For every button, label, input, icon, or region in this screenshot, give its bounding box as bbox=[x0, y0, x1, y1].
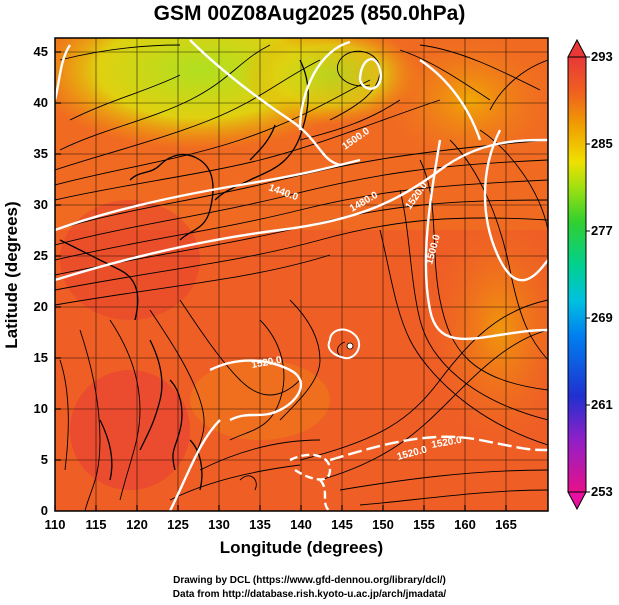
y-tick-label: 45 bbox=[33, 44, 48, 59]
cyclone-center-marker bbox=[346, 342, 354, 350]
drawing-credit: Drawing by DCL (https://www.gfd-dennou.o… bbox=[173, 575, 446, 586]
axis-ticks bbox=[54, 51, 507, 511]
x-tick-label: 125 bbox=[167, 517, 189, 532]
map-title: GSM 00Z08Aug2025 (850.0hPa) bbox=[153, 2, 466, 25]
colorbar-bottom-arrow bbox=[567, 491, 587, 511]
x-tick-label: 145 bbox=[331, 517, 353, 532]
x-tick-label: 110 bbox=[44, 517, 66, 532]
x-tick-label: 120 bbox=[126, 517, 148, 532]
contour-label: 1520.0 bbox=[251, 355, 283, 371]
data-source-credit: Data from http://database.rish.kyoto-u.a… bbox=[172, 589, 447, 600]
colorbar-tick-label: 253 bbox=[591, 484, 613, 499]
y-tick-label: 0 bbox=[40, 503, 48, 518]
y-tick-label: 25 bbox=[33, 248, 48, 263]
x-tick-label: 160 bbox=[454, 517, 476, 532]
x-tick-label: 115 bbox=[85, 517, 107, 532]
x-tick-label: 150 bbox=[372, 517, 394, 532]
height-contours bbox=[55, 39, 548, 511]
colorbar-tick-label: 285 bbox=[591, 136, 613, 151]
x-tick-label: 165 bbox=[495, 517, 517, 532]
colorbar-tick-label: 269 bbox=[591, 310, 613, 325]
y-tick-label: 15 bbox=[33, 350, 48, 365]
x-tick-label: 130 bbox=[208, 517, 230, 532]
temperature-field bbox=[55, 38, 548, 511]
contour-label: 1520.0 bbox=[431, 435, 463, 451]
x-tick-label: 135 bbox=[249, 517, 271, 532]
colorbar-top-arrow bbox=[567, 38, 587, 58]
y-tick-label: 10 bbox=[33, 401, 48, 416]
y-axis-label: Latitude (degrees) bbox=[2, 201, 21, 349]
x-tick-label: 140 bbox=[290, 517, 312, 532]
x-axis-label: Longitude (degrees) bbox=[219, 538, 384, 557]
colorbar bbox=[567, 38, 590, 511]
colorbar-tick-label: 277 bbox=[591, 223, 613, 238]
colorbar-tick-label: 261 bbox=[591, 397, 613, 412]
y-tick-label: 5 bbox=[40, 452, 48, 467]
y-tick-label: 30 bbox=[33, 197, 48, 212]
y-tick-label: 20 bbox=[33, 299, 48, 314]
y-tick-label: 35 bbox=[33, 146, 48, 161]
colorbar-tick-label: 293 bbox=[591, 49, 613, 64]
y-tick-label: 40 bbox=[33, 95, 48, 110]
x-tick-label: 155 bbox=[413, 517, 435, 532]
